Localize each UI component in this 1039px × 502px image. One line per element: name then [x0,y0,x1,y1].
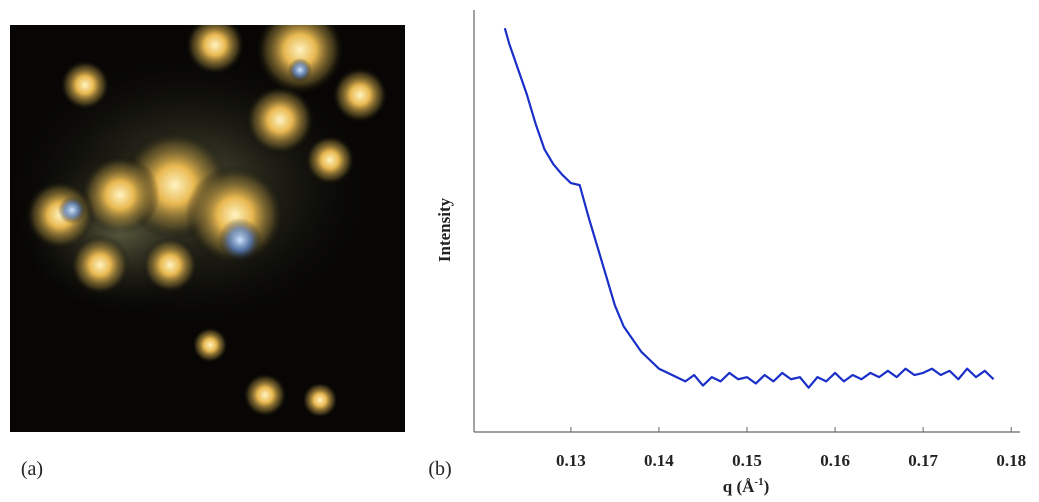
crystal [185,25,245,75]
crystal [305,135,355,185]
panel-label: (a) [21,458,43,480]
x-axis-label: q (Å-1) [723,476,770,496]
crystal [142,237,198,293]
x-label-part: q (Å [723,477,755,496]
y-axis-label: Intensity [435,197,454,262]
crystal [80,155,160,235]
crystal [60,60,110,110]
blue-glint [288,58,312,82]
data-line [503,27,995,389]
x-tick-label: 0.17 [908,451,938,470]
crystal [70,235,130,295]
crystal [245,85,315,155]
blue-glint [58,196,86,224]
crystal [243,373,287,417]
crystal [192,327,228,363]
x-label-part: ) [764,477,770,496]
x-tick-label: 0.13 [556,451,586,470]
crystal [332,67,388,123]
micrograph [10,25,405,432]
x-tick-label: 0.14 [644,451,674,470]
panel-label: (b) [428,458,451,480]
x-tick-label: 0.15 [732,451,762,470]
crystal [302,382,338,418]
x-tick-label: 0.18 [996,451,1026,470]
x-tick-label: 0.16 [820,451,850,470]
x-label-superscript: -1 [754,476,763,488]
blue-glint [218,218,262,262]
